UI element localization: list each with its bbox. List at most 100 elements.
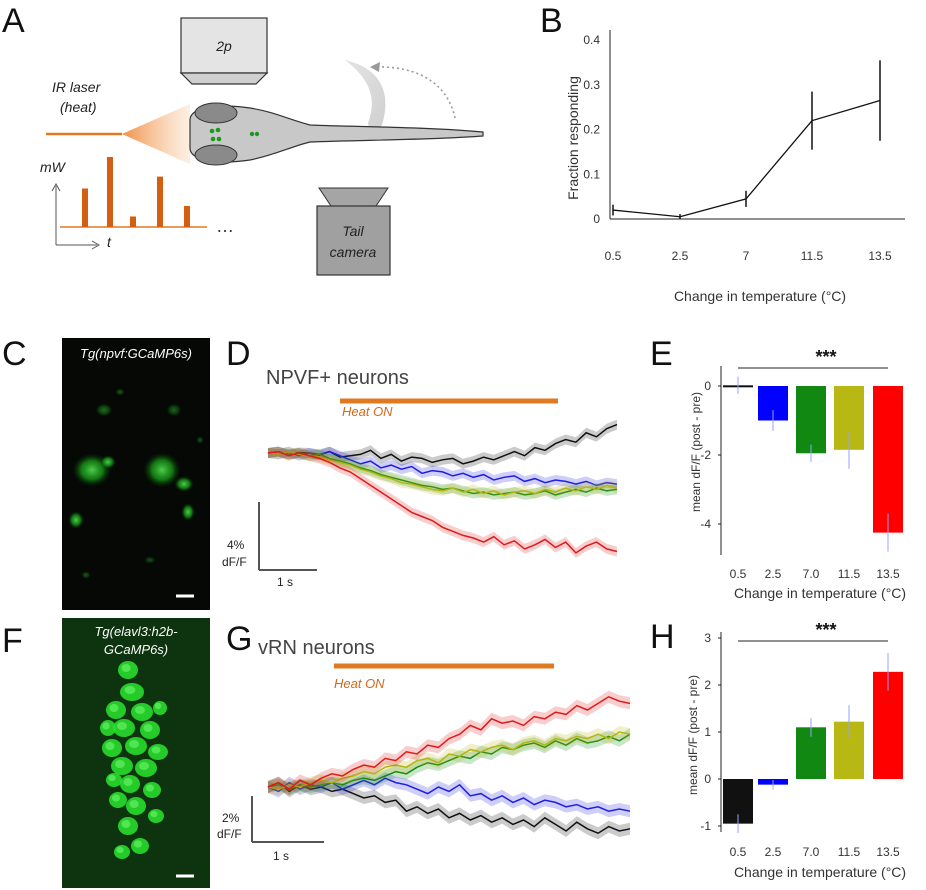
micrograph-elavl3: Tg(elavl3:h2b- GCaMP6s) [62, 618, 210, 888]
cell-highlight [102, 722, 110, 730]
e-y-axis-title: mean dF/F (post - pre) [689, 392, 703, 512]
panel-d-title: NPVF+ neurons [266, 367, 409, 389]
d-trace-line [267, 450, 618, 496]
micrograph-npvf: Tg(npvf:GCaMP6s) [62, 338, 210, 610]
cell-highlight [133, 840, 143, 848]
tail-motion-ghost [345, 60, 386, 129]
chart-h: -1 0 1 2 3 0.5 2.5 7.0 11.5 13.5 *** Change in temp… [686, 620, 906, 880]
tail-motion-arrow [371, 66, 456, 119]
panel-g-title: vRN neurons [258, 637, 375, 659]
cell-highlight [135, 705, 145, 715]
neuron-markers [209, 127, 260, 142]
pulse-y-arrow [51, 182, 61, 192]
micrograph-npvf-title: Tg(npvf:GCaMP6s) [80, 346, 192, 361]
microscope-objective: 2p [179, 17, 269, 85]
panel-b: B 0 0.1 0.2 0.3 0.4 0.5 2.5 7 11.5 13.5 Change in … [540, 2, 905, 304]
e-x-axis-title: Change in temperature (°C) [734, 585, 906, 601]
pulse-ellipsis: … [216, 216, 234, 236]
pulse-bar [157, 176, 163, 227]
cell-cluster-f [100, 661, 168, 859]
panel-c-label: C [2, 335, 27, 373]
d-trace-band [268, 419, 617, 469]
traces-d [267, 419, 618, 558]
panel-a-label: A [2, 2, 25, 40]
scale-g-y-unit: dF/F [217, 827, 242, 841]
cell-highlight [121, 819, 131, 829]
e-x-tick-label: 2.5 [765, 567, 782, 581]
cell-highlight [129, 799, 139, 809]
microscope-label: 2p [215, 38, 232, 54]
pulse-bar [107, 157, 113, 227]
h-y-tick-label: 1 [704, 725, 711, 739]
panel-d-label: D [226, 335, 251, 373]
cell-highlight [108, 774, 116, 782]
h-x-tick-label: 2.5 [765, 845, 782, 859]
cell-highlight [124, 685, 136, 695]
cell-highlight [129, 739, 139, 749]
d-trace-band [268, 446, 617, 500]
panel-g: G vRN neurons Heat ON 2% dF/F 1 s [217, 620, 631, 863]
panel-a: A 2p IR laser (heat) [2, 2, 484, 276]
g-trace-line [267, 733, 631, 791]
b-x-tick-label: 13.5 [868, 249, 892, 263]
h-x-tick-label: 0.5 [730, 845, 747, 859]
b-x-tick-label: 11.5 [801, 249, 824, 263]
h-y-tick-label: 0 [704, 772, 711, 786]
pulse-bar [82, 188, 88, 227]
e-x-tick-label: 7.0 [803, 567, 820, 581]
cell-highlight [139, 761, 149, 771]
cell-highlight [150, 810, 158, 818]
panel-c: C Tg(npvf:GCaMP6s) [2, 335, 210, 610]
g-trace-line [267, 731, 631, 790]
h-x-tick-label: 13.5 [876, 845, 900, 859]
power-axis-label: mW [40, 159, 67, 175]
e-y-tick-label: 0 [704, 379, 711, 393]
b-y-tick-label: 0 [593, 212, 600, 226]
h-x-tick-label: 7.0 [803, 845, 820, 859]
e-bar [873, 386, 903, 533]
cell-highlight [105, 741, 115, 751]
cell-highlight [123, 777, 133, 787]
cell-highlight [109, 703, 119, 713]
e-significance-stars: *** [815, 347, 836, 367]
g-trace-line [267, 781, 631, 835]
g-trace-band [268, 690, 630, 796]
cell-highlight [115, 759, 125, 769]
h-x-tick-label: 11.5 [838, 845, 861, 859]
chart-b: 0 0.1 0.2 0.3 0.4 0.5 2.5 7 11.5 13.5 Change in te… [565, 30, 905, 304]
cell-highlight [145, 784, 155, 792]
b-y-tick-label: 0.3 [583, 78, 600, 92]
cell-highlight [116, 846, 124, 854]
e-x-tick-label: 13.5 [876, 567, 900, 581]
panel-d: D NPVF+ neurons Heat ON 4% dF/F 1 s [222, 335, 618, 589]
panel-h-label: H [650, 618, 675, 656]
b-x-tick-label: 0.5 [605, 249, 622, 263]
pulse-bars [82, 157, 190, 227]
larva-illustration [189, 102, 484, 166]
traces-g [267, 690, 631, 840]
cell-highlight [117, 721, 127, 731]
h-x-axis-title: Change in temperature (°C) [734, 864, 906, 880]
scale-g-x-label: 1 s [273, 849, 289, 863]
panel-h: H -1 0 1 2 3 0.5 2.5 7.0 11.5 13.5 *** Change in te… [650, 618, 906, 880]
panel-e-label: E [650, 335, 673, 373]
h-y-tick-label: -1 [700, 819, 711, 833]
e-x-tick-label: 11.5 [838, 567, 861, 581]
tail-arrow-head [370, 62, 380, 72]
tail-camera: Tail camera [316, 187, 391, 276]
e-y-tick-label: -4 [700, 517, 711, 531]
scale-d-x-label: 1 s [277, 575, 293, 589]
panel-e: E 0 -2 -4 0.5 2.5 7.0 11.5 13.5 *** Change in tem… [650, 335, 906, 601]
d-trace-line [267, 450, 618, 487]
laser-power-pulse-plot: mW t … [40, 157, 234, 250]
e-x-tick-label: 0.5 [730, 567, 747, 581]
micrograph-elavl3-title-line1: Tg(elavl3:h2b- [94, 624, 178, 639]
scale-d-y-unit: dF/F [222, 555, 247, 569]
b-y-tick-label: 0.1 [583, 167, 600, 181]
b-y-tick-label: 0.4 [583, 33, 600, 47]
laser-label-line1: IR laser [52, 79, 102, 95]
pulse-bar [184, 206, 190, 227]
cell-highlight [121, 663, 131, 673]
h-y-axis-title: mean dF/F (post - pre) [686, 675, 700, 795]
